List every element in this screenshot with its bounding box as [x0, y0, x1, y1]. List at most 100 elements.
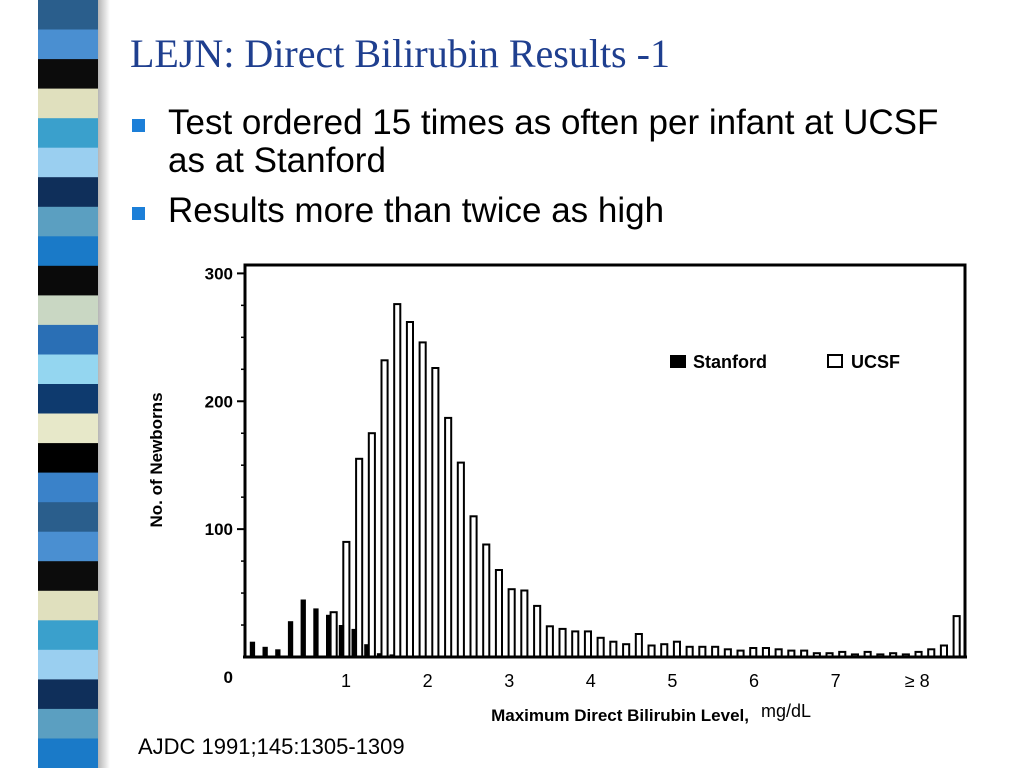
- bar-ucsf: [952, 615, 961, 659]
- bar-ucsf: [533, 604, 542, 658]
- stripe-block: [38, 561, 98, 592]
- bar-chart: 0 100 200 300 1 2 3 4 5 6 7 ≥ 8 No. of Newborns Ma…: [147, 263, 967, 725]
- stripe-block: [38, 265, 98, 296]
- bar-ucsf: [405, 321, 414, 658]
- stripe-shadow: [98, 0, 110, 768]
- x-tick-label: 6: [749, 671, 759, 691]
- bar-ucsf: [583, 630, 592, 658]
- stripe-block: [38, 236, 98, 267]
- bar-ucsf: [609, 640, 618, 659]
- bar-ucsf: [494, 569, 503, 658]
- bar-ucsf: [520, 589, 529, 658]
- stripe-block: [38, 177, 98, 208]
- stripe-block: [38, 531, 98, 562]
- bar-stanford: [275, 649, 281, 657]
- stripe-block: [38, 443, 98, 474]
- bar-stanford: [313, 608, 319, 657]
- bar-ucsf: [622, 643, 631, 659]
- stripe-block: [38, 738, 98, 768]
- stripe-block: [38, 384, 98, 414]
- bar-stanford: [300, 599, 306, 657]
- stripe-block: [38, 88, 98, 119]
- bar-stanford: [376, 653, 383, 657]
- bar-stanford: [326, 614, 332, 657]
- bar-ucsf: [596, 636, 605, 658]
- stripe-block: [38, 29, 98, 60]
- legend-swatch-ucsf: [827, 354, 843, 368]
- bullet-text: Results more than twice as high: [168, 191, 665, 230]
- x-axis: 1 2 3 4 5 6 7 ≥ 8: [341, 671, 930, 691]
- bar-stanford: [249, 641, 256, 657]
- x-tick-label: ≥ 8: [905, 671, 930, 691]
- x-tick-label: 1: [341, 671, 351, 691]
- stripe-block: [38, 118, 98, 149]
- bar-ucsf: [456, 461, 465, 658]
- x-axis-unit: mg/dL: [761, 701, 811, 721]
- bar-ucsf: [647, 644, 656, 658]
- stripe-block: [38, 0, 98, 30]
- x-tick-label: 7: [831, 671, 841, 691]
- x-tick-label: 5: [667, 671, 677, 691]
- bar-stanford: [351, 628, 357, 657]
- bar-ucsf: [355, 457, 364, 658]
- bar-ucsf: [672, 640, 682, 659]
- y-tick-label: 100: [205, 520, 233, 539]
- y-tick-label: 200: [205, 392, 233, 411]
- stripe-block: [38, 502, 98, 533]
- bar-ucsf: [431, 367, 440, 658]
- stripe-block: [38, 708, 98, 739]
- x-tick-label: 3: [504, 671, 514, 691]
- stripe-block: [38, 295, 98, 326]
- y-tick-label: 0: [224, 668, 233, 687]
- bar-ucsf: [469, 515, 478, 658]
- stripe-block: [38, 413, 98, 444]
- bar-ucsf: [571, 630, 580, 658]
- bar-ucsf: [329, 611, 338, 659]
- bar-stanford: [364, 644, 370, 657]
- bar-stanford: [262, 646, 268, 657]
- stripe-block: [38, 324, 98, 355]
- bar-ucsf: [685, 645, 694, 658]
- bar-ucsf: [380, 359, 389, 659]
- bar-ucsf: [418, 341, 427, 659]
- bars-group: [249, 303, 961, 659]
- bar-ucsf: [482, 543, 491, 658]
- bar-ucsf: [393, 303, 402, 658]
- bullet-text: Test ordered 15 times as often per infan…: [168, 103, 939, 180]
- bar-ucsf: [444, 416, 453, 658]
- stripe-block: [38, 590, 98, 621]
- stripe-block: [38, 59, 98, 90]
- bar-ucsf: [342, 540, 351, 658]
- legend-label-stanford: Stanford: [693, 352, 767, 372]
- bar-ucsf: [367, 432, 376, 658]
- y-axis-label: No. of Newborns: [147, 392, 166, 527]
- y-tick-label: 300: [205, 264, 233, 283]
- stripe-block: [38, 354, 98, 385]
- slide-title: LEJN: Direct Bilirubin Results -1: [130, 31, 670, 76]
- legend: Stanford UCSF: [670, 352, 900, 372]
- stripe-block: [38, 679, 98, 710]
- bar-ucsf: [634, 633, 643, 658]
- bar-ucsf: [545, 625, 554, 658]
- stripe-block: [38, 206, 98, 237]
- bar-ucsf: [939, 644, 949, 658]
- x-tick-label: 2: [423, 671, 433, 691]
- square-bullet-icon: [132, 207, 145, 220]
- bar-ucsf: [660, 643, 669, 659]
- bar-ucsf: [558, 627, 567, 658]
- stripe-block: [38, 472, 98, 503]
- legend-label-ucsf: UCSF: [851, 352, 900, 372]
- stripe-block: [38, 649, 98, 680]
- bar-ucsf: [711, 645, 720, 658]
- y-axis: 0 100 200 300: [205, 264, 245, 687]
- legend-swatch-stanford: [670, 355, 686, 368]
- stripe-block: [38, 620, 98, 651]
- bullet-item: Results more than twice as high: [130, 192, 950, 230]
- x-axis-label: Maximum Direct Bilirubin Level,: [491, 706, 749, 725]
- square-bullet-icon: [132, 119, 145, 132]
- plot-frame: [243, 263, 967, 659]
- citation: AJDC 1991;145:1305-1309: [138, 734, 405, 759]
- decorative-stripe: [38, 0, 98, 768]
- bar-stanford: [338, 625, 345, 657]
- bar-ucsf: [507, 588, 516, 659]
